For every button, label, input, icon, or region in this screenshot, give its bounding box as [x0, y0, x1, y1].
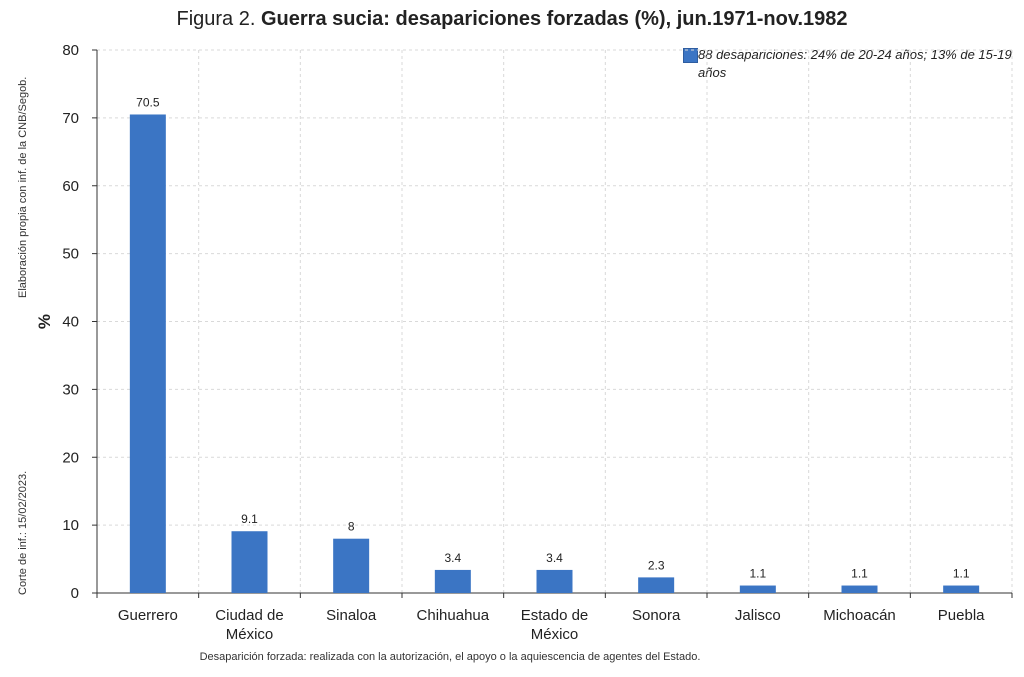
category-label-line: Sonora	[632, 607, 681, 624]
category-label-line: Jalisco	[735, 607, 781, 624]
data-label: 70.5	[136, 95, 160, 109]
y-tick-label: 10	[62, 517, 79, 534]
data-label: 8	[348, 520, 355, 534]
legend-swatch	[683, 48, 698, 63]
category-label: Ciudad de México	[215, 607, 283, 643]
y-tick-label: 0	[71, 585, 79, 602]
bar-8	[943, 585, 980, 593]
data-label: 2.3	[648, 558, 665, 572]
y-tick-label: 20	[62, 449, 79, 466]
bar-6	[739, 585, 776, 593]
category-label-line: Chihuahua	[417, 607, 490, 624]
data-label: 3.4	[444, 551, 461, 565]
data-label: 9.1	[241, 512, 258, 526]
y-tick-label: 60	[62, 178, 79, 195]
legend: 88 desapariciones: 24% de 20-24 años; 13…	[683, 46, 1018, 82]
category-label: Chihuahua	[417, 607, 490, 624]
footnote: Desaparición forzada: realizada con la a…	[199, 651, 701, 663]
category-label-line: Ciudad de	[215, 607, 283, 624]
bar-4	[536, 569, 573, 593]
category-label-line: Puebla	[938, 607, 985, 624]
category-label-line: Sinaloa	[326, 607, 377, 624]
category-label: Michoacán	[823, 607, 896, 624]
bar-3	[434, 569, 471, 593]
data-label: 1.1	[749, 567, 766, 581]
chart-title: Figura 2. Guerra sucia: desapariciones f…	[0, 8, 1024, 31]
bar-2	[333, 538, 370, 593]
y-tick-label: 50	[62, 246, 79, 263]
data-label: 1.1	[851, 567, 868, 581]
bar-0	[129, 114, 166, 593]
category-label: Sonora	[632, 607, 681, 624]
category-label-line: Estado de	[521, 607, 589, 624]
data-label: 1.1	[953, 567, 970, 581]
y-tick-label: 70	[62, 110, 79, 127]
bar-5	[638, 577, 675, 593]
bar-1	[231, 531, 268, 593]
category-label: Sinaloa	[326, 607, 377, 624]
category-label: Estado de México	[521, 607, 589, 643]
category-label-line: Michoacán	[823, 607, 896, 624]
title-main: Guerra sucia: desapariciones forzadas (%…	[260, 8, 848, 30]
y-tick-label: 40	[62, 314, 79, 331]
category-label: Puebla	[938, 607, 985, 624]
category-label: Jalisco	[735, 607, 781, 624]
category-label-line: México	[226, 626, 274, 643]
title-prefix: Figura 2.	[176, 8, 256, 30]
data-label: 3.4	[546, 551, 563, 565]
category-label-line: México	[531, 626, 579, 643]
category-label-line: Guerrero	[118, 607, 178, 624]
category-label: Guerrero	[118, 607, 178, 624]
bar-7	[841, 585, 878, 593]
legend-label: 88 desapariciones: 24% de 20-24 años; 13…	[698, 47, 1012, 80]
y-axis-title: %	[35, 314, 54, 329]
y-tick-label: 30	[62, 381, 79, 398]
y-tick-label: 80	[62, 42, 79, 59]
